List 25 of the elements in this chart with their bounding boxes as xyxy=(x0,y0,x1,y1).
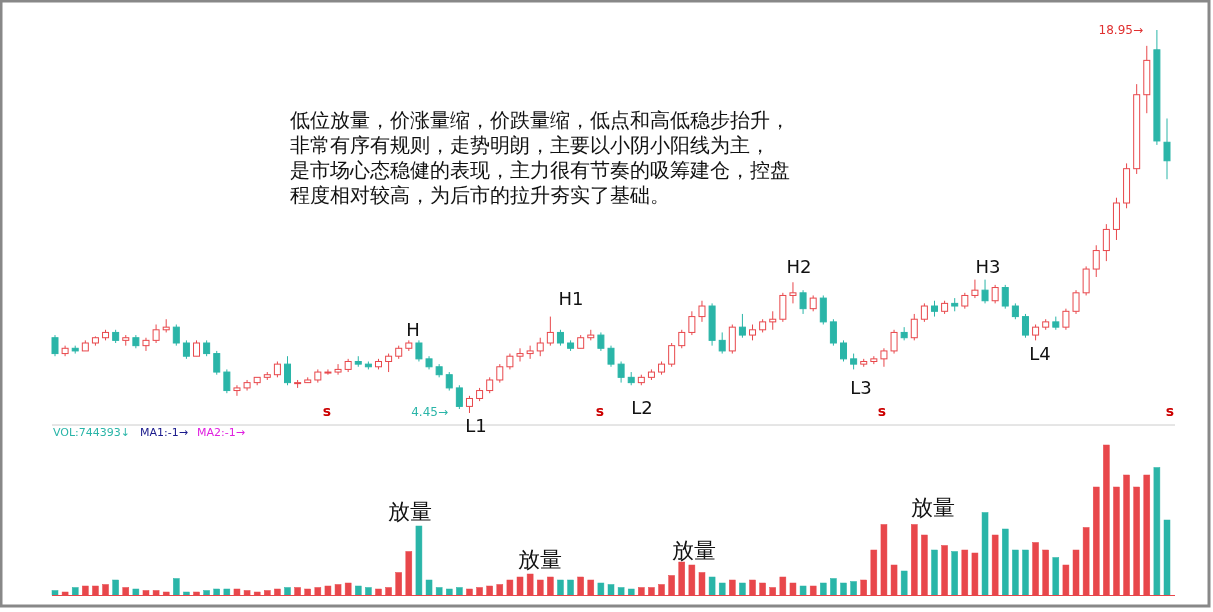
annotation: H3 xyxy=(975,256,1001,277)
annotation: 18.95→ xyxy=(1098,23,1143,37)
annotation: s xyxy=(595,403,605,419)
annotation: H2 xyxy=(786,256,812,277)
annotation: s xyxy=(877,403,887,419)
annotation: 放量 xyxy=(388,499,432,524)
annotation: 4.45→ xyxy=(411,405,448,419)
annotation: 程度相对较高，为后市的拉升夯实了基础。 xyxy=(290,183,670,207)
annotation: L3 xyxy=(850,377,872,398)
annotation: 低位放量，价涨量缩，价跌量缩，低点和高低稳步抬升， xyxy=(290,108,790,132)
text: L1 xyxy=(465,415,487,436)
annotation: L4 xyxy=(1029,343,1051,364)
text: MA2:-1→ xyxy=(197,426,245,439)
annotation: s xyxy=(1165,403,1175,419)
text: VOL:744393↓ xyxy=(53,426,131,439)
annotation: s xyxy=(322,403,332,419)
annotation: H xyxy=(406,319,420,340)
annotation: 放量 xyxy=(672,538,716,563)
annotation: 非常有序有规则，走势明朗，主要以小阴小阳线为主， xyxy=(290,133,770,157)
annotation: 放量 xyxy=(911,495,955,520)
annotation: L2 xyxy=(631,397,653,418)
annotation: 放量 xyxy=(518,547,562,572)
annotation: H1 xyxy=(558,288,584,309)
text: MA1:-1→ xyxy=(140,426,188,439)
annotation: 是市场心态稳健的表现，主力很有节奏的吸筹建仓，控盘 xyxy=(290,158,790,182)
